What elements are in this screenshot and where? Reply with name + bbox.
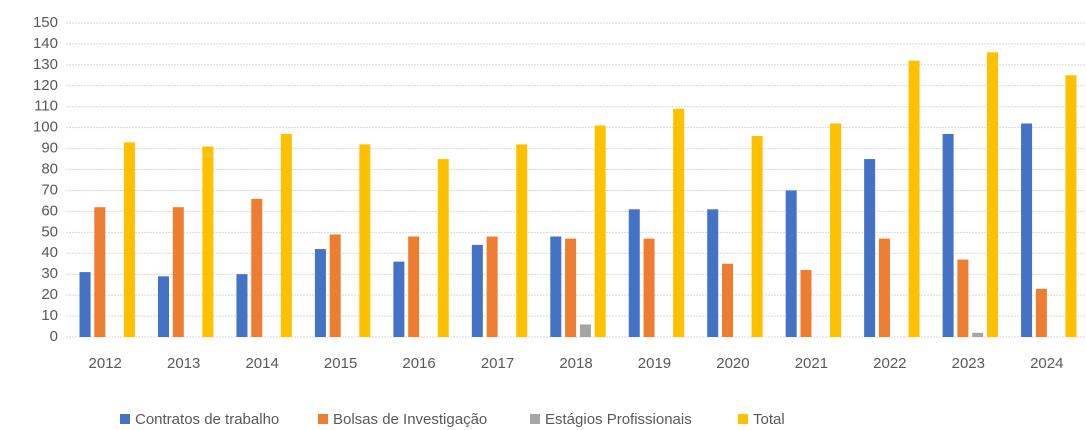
x-tick-label: 2015: [324, 355, 357, 372]
y-tick-label: 70: [41, 181, 58, 198]
bar: [751, 136, 763, 337]
y-tick-label: 130: [33, 56, 58, 73]
bar: [251, 198, 263, 337]
bar: [516, 144, 528, 337]
y-tick-label: 10: [41, 307, 58, 324]
bar: [471, 244, 483, 337]
bar: [329, 234, 341, 337]
bar: [785, 190, 797, 337]
bar: [942, 133, 954, 337]
bar: [157, 276, 169, 337]
x-tick-label: 2024: [1030, 355, 1063, 372]
y-tick-label: 120: [33, 77, 58, 94]
bar: [957, 259, 969, 337]
y-tick-label: 30: [41, 265, 58, 282]
bar: [236, 274, 248, 337]
bar: [908, 60, 920, 338]
bar: [972, 332, 984, 337]
bar: [673, 108, 685, 338]
legend-label: Bolsas de Investigação: [333, 411, 487, 428]
x-tick-label: 2014: [245, 355, 278, 372]
y-tick-label: 20: [41, 286, 58, 303]
legend-label: Total: [753, 411, 785, 428]
bar: [359, 144, 371, 337]
bar: [94, 207, 106, 337]
y-tick-label: 150: [33, 14, 58, 31]
bar: [393, 261, 405, 337]
x-tick-label: 2012: [89, 355, 122, 372]
bar: [830, 123, 842, 337]
bar: [800, 270, 812, 337]
legend-swatch: [738, 414, 748, 424]
legend-swatch: [530, 414, 540, 424]
y-tick-label: 60: [41, 202, 58, 219]
bar: [987, 52, 999, 337]
bar: [408, 236, 420, 337]
bar: [202, 146, 214, 337]
bar: [565, 238, 577, 337]
legend-label: Estágios Profissionais: [545, 411, 692, 428]
bar: [864, 159, 876, 337]
bar: [878, 238, 890, 337]
x-tick-label: 2018: [559, 355, 592, 372]
legend-label: Contratos de trabalho: [135, 411, 279, 428]
x-tick-label: 2017: [481, 355, 514, 372]
bar: [1035, 288, 1047, 337]
y-tick-label: 90: [41, 140, 58, 157]
bar: [280, 133, 292, 337]
x-tick-label: 2021: [795, 355, 828, 372]
bar: [79, 272, 91, 337]
y-tick-label: 110: [34, 98, 58, 115]
bar: [123, 142, 135, 337]
x-tick-label: 2019: [638, 355, 671, 372]
bar: [707, 209, 719, 337]
bar: [594, 125, 606, 337]
bar: [172, 207, 184, 337]
bar: [486, 236, 498, 337]
legend-swatch: [318, 414, 328, 424]
bar: [1065, 75, 1077, 337]
bar: [437, 159, 449, 337]
bar: [1021, 123, 1033, 337]
bar: [628, 209, 640, 337]
y-tick-label: 50: [41, 223, 58, 240]
y-tick-label: 140: [33, 35, 58, 52]
legend-swatch: [120, 414, 130, 424]
x-tick-label: 2016: [402, 355, 435, 372]
x-tick-label: 2023: [952, 355, 985, 372]
y-tick-label: 80: [41, 161, 58, 178]
bar: [314, 249, 326, 337]
bar: [722, 263, 734, 337]
y-tick-label: 40: [41, 244, 58, 261]
bar: [643, 238, 655, 337]
x-tick-label: 2013: [167, 355, 200, 372]
bar: [550, 236, 562, 337]
x-tick-label: 2022: [873, 355, 906, 372]
y-tick-label: 100: [33, 119, 58, 136]
bar: [579, 324, 591, 337]
x-tick-label: 2020: [716, 355, 749, 372]
y-tick-label: 0: [50, 328, 58, 345]
